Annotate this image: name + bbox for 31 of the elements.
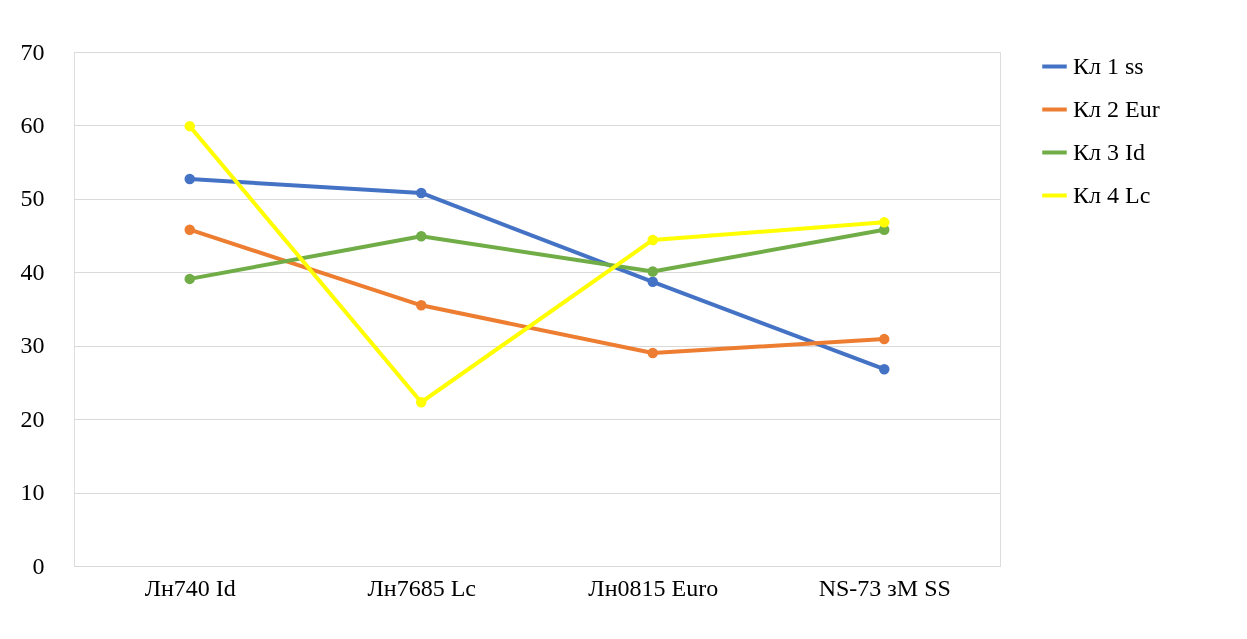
point [879,363,890,375]
legend-label: Кл 3 Id [1073,138,1145,165]
point [184,120,195,132]
point [879,217,890,228]
point [416,397,427,408]
y-tick-label: 10 [20,479,45,506]
point [647,266,658,277]
y-tick-label: 60 [20,111,45,138]
point [647,276,658,288]
point [416,231,427,242]
legend-label: Кл 4 Lc [1073,181,1151,208]
legend-label: Кл 2 Eur [1073,95,1160,122]
point [184,273,195,285]
x-tick-label: NS-73 зM SS [818,574,951,601]
y-tick-label: 50 [20,185,45,212]
x-tick-label: Лн740 Id [144,574,236,601]
point [647,347,658,359]
point [184,224,195,235]
point [184,173,195,185]
y-tick-label: 20 [20,405,45,432]
point [416,187,427,199]
y-tick-label: 40 [20,258,45,285]
point [879,333,890,345]
y-tick-label: 70 [20,38,45,65]
y-tick-label: 0 [32,552,45,579]
y-tick-label: 30 [20,332,45,359]
legend-label: Кл 1 ss [1073,52,1144,79]
x-tick-label: Лн7685 Lc [367,574,476,601]
x-tick-label: Лн0815 Euro [588,574,719,601]
point [647,234,658,246]
point [416,300,427,311]
